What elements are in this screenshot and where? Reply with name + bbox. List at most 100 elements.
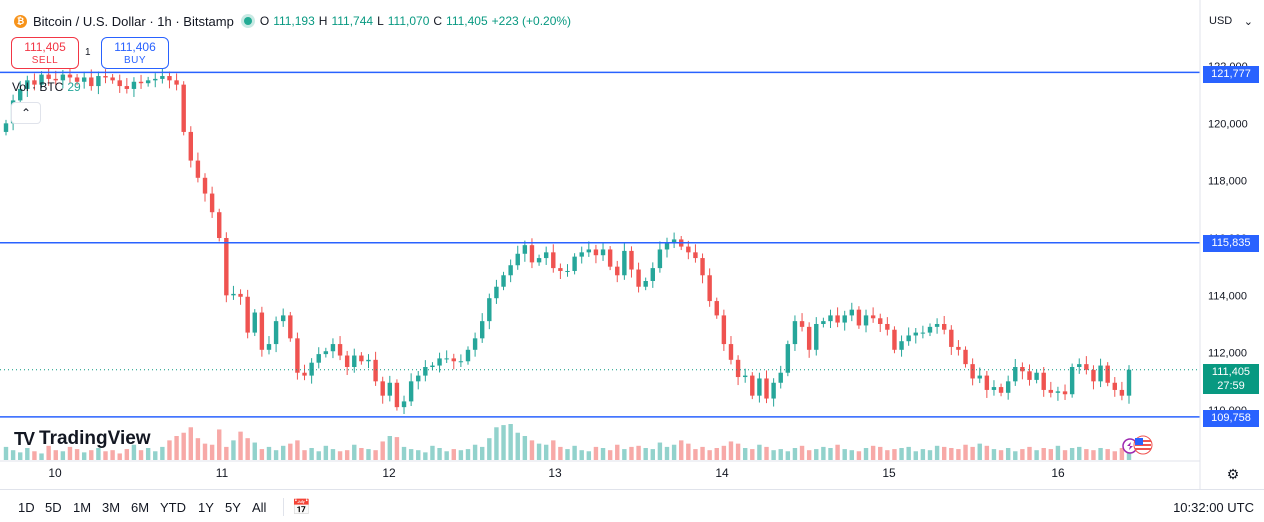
range-6m[interactable]: 6M xyxy=(131,500,150,515)
candle-body xyxy=(416,375,421,382)
candle-body xyxy=(750,375,755,396)
candle-body xyxy=(145,80,151,84)
volume-bar xyxy=(472,444,478,460)
range-1d[interactable]: 1D xyxy=(18,500,35,515)
volume-bar xyxy=(74,449,80,460)
volume-bar xyxy=(863,448,869,460)
volume-bar xyxy=(195,438,201,460)
price-tick: 118,000 xyxy=(1208,176,1247,188)
candle-body xyxy=(615,266,620,276)
candle-body xyxy=(799,321,805,327)
volume-bar xyxy=(53,450,58,460)
candle-body xyxy=(693,252,698,259)
candle-body xyxy=(366,359,371,362)
volume-bar xyxy=(1112,451,1117,460)
volume-bar xyxy=(344,450,350,460)
volume-bar xyxy=(629,446,634,460)
candle-body xyxy=(1069,367,1075,395)
candle-body xyxy=(934,324,940,327)
range-ytd[interactable]: YTD xyxy=(160,500,186,515)
candle-body xyxy=(1119,389,1125,396)
candle-body xyxy=(288,315,293,339)
candle-body xyxy=(579,252,584,257)
candle-body xyxy=(444,358,449,360)
tradingview-mark-icon: TV xyxy=(14,428,35,449)
candle-body xyxy=(764,378,769,399)
volume-bar xyxy=(401,446,407,460)
range-3m[interactable]: 3M xyxy=(102,500,121,515)
utc-clock[interactable]: 10:32:00 UTC xyxy=(1173,500,1254,515)
volume-bar xyxy=(913,451,918,460)
volume-bar xyxy=(394,437,400,460)
volume-bar xyxy=(828,448,833,460)
candle-body xyxy=(344,355,350,367)
volume-bar xyxy=(110,450,115,460)
volume-bar xyxy=(138,450,144,460)
chevron-up-icon[interactable]: ⌃ xyxy=(11,102,41,124)
candle-body xyxy=(430,365,435,367)
volume-bar xyxy=(32,451,37,460)
volume-bar xyxy=(735,443,741,460)
candle-body xyxy=(622,250,627,276)
events-flag-icon[interactable] xyxy=(1117,434,1155,456)
range-5d[interactable]: 5D xyxy=(45,500,62,515)
volume-bar xyxy=(280,445,286,460)
level-tag-2: 115,835 xyxy=(1203,235,1259,252)
volume-bar xyxy=(643,448,648,460)
volume-bar xyxy=(117,453,122,460)
candle-body xyxy=(572,256,577,271)
candle-body xyxy=(124,86,130,89)
low-value: 111,070 xyxy=(387,14,430,28)
currency-select[interactable]: USD ⌄ xyxy=(1203,10,1259,32)
range-5y[interactable]: 5Y xyxy=(225,500,241,515)
candle-body xyxy=(295,338,300,373)
candle-body xyxy=(821,321,826,324)
sell-button[interactable]: 111,405 SELL xyxy=(11,37,79,69)
candle-body xyxy=(316,354,321,363)
volume-bar xyxy=(757,444,762,460)
price-chart[interactable]: 122,000120,000118,000116,000114,000112,0… xyxy=(0,0,1264,489)
volume-bar xyxy=(60,451,66,460)
candle-body xyxy=(1084,364,1089,370)
range-1m[interactable]: 1M xyxy=(73,500,92,515)
volume-bar xyxy=(878,446,883,460)
gear-icon[interactable]: ⚙ xyxy=(1226,466,1240,482)
candle-body xyxy=(1091,369,1096,382)
candle-body xyxy=(991,387,997,390)
logo-text: TradingView xyxy=(39,428,151,449)
candle-body xyxy=(103,76,108,78)
volume-bar xyxy=(586,451,592,460)
volume-label: Vol · BTC xyxy=(12,80,64,94)
candle-body xyxy=(828,315,833,322)
bitcoin-icon: ₿ xyxy=(14,14,27,28)
candle-body xyxy=(39,74,44,85)
tradingview-logo: TV TradingView xyxy=(14,427,151,451)
candle-body xyxy=(373,359,378,382)
candle-body xyxy=(721,315,727,345)
volume-bar xyxy=(885,450,890,460)
volume-bar xyxy=(686,443,691,460)
volume-bar xyxy=(1119,448,1125,460)
range-1y[interactable]: 1Y xyxy=(198,500,214,515)
volume-value: 29 xyxy=(67,80,81,94)
candle-body xyxy=(671,239,677,243)
volume-bar xyxy=(330,449,336,460)
volume-bar xyxy=(181,432,186,460)
volume-bar xyxy=(238,431,243,460)
volume-bar xyxy=(224,446,229,460)
buy-button[interactable]: 111,406 BUY xyxy=(101,37,169,69)
volume-bar xyxy=(465,449,471,460)
candle-body xyxy=(131,81,137,89)
volume-bar xyxy=(536,443,542,460)
range-all[interactable]: All xyxy=(252,500,267,515)
volume-bar xyxy=(18,452,23,460)
ohlc-legend: O 111,193 H 111,744 L 111,070 C 111,405 +223… xyxy=(260,14,571,28)
volume-bar xyxy=(742,448,748,460)
symbol-title[interactable]: Bitcoin / U.S. Dollar · 1h · Bitstamp xyxy=(33,13,234,29)
calendar-icon[interactable]: 📅 xyxy=(292,499,311,516)
candle-body xyxy=(927,326,933,333)
volume-bar xyxy=(1041,448,1046,460)
volume-bar xyxy=(515,432,520,460)
candle-body xyxy=(451,358,456,362)
volume-bar xyxy=(1034,450,1039,460)
